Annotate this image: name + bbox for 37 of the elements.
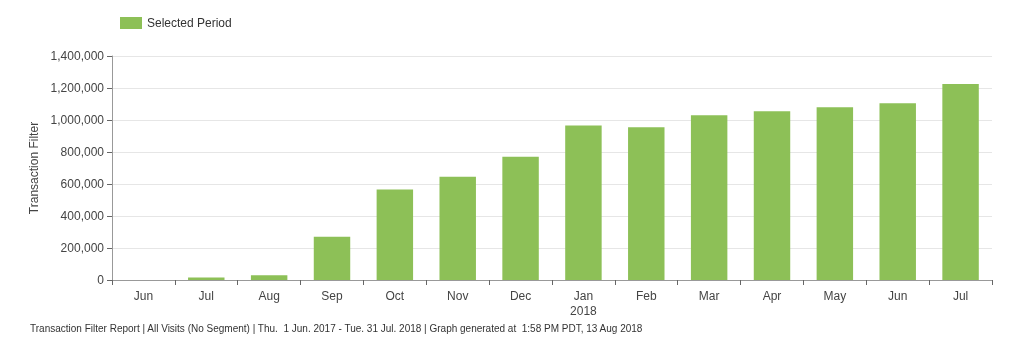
y-tick-label: 0 [97, 273, 105, 287]
y-tick-label: 800,000 [60, 145, 105, 159]
x-tick-label: Oct [385, 288, 405, 303]
x-tick-label: Jan 2018 [570, 288, 598, 318]
x-tick-label: Mar [698, 288, 720, 303]
x-tick-label: Aug [258, 288, 280, 303]
bar [565, 125, 602, 280]
x-tick-label: Jul [198, 288, 214, 303]
bar [628, 127, 665, 280]
x-tick-label: Jun [133, 288, 154, 303]
x-tick-label: Sep [321, 288, 343, 303]
y-axis-title: Transaction Filter [26, 121, 41, 215]
legend-label: Selected Period [147, 16, 232, 30]
x-tick-label: Jun [888, 288, 908, 303]
x-tick-label: May [823, 288, 847, 303]
x-tick-label: Feb [635, 288, 657, 303]
x-tick-label: Jul [952, 288, 969, 303]
bar [753, 111, 791, 280]
y-tick-label: 1,400,000 [50, 49, 105, 63]
y-tick-label: 1,000,000 [50, 113, 105, 127]
y-tick-label: 1,200,000 [50, 81, 105, 95]
bar [250, 275, 288, 280]
bar [376, 189, 414, 280]
bar [879, 103, 916, 280]
text: Transaction Filter Report | All Visits (No Segment) | Thu. 1 Jun. 2017 - Tue. 31 Jul. 2018 | Graph generated at 1:58 PM PDT, 13 Aug 2018 [30, 322, 643, 334]
x-tick-label: Dec [509, 288, 532, 303]
y-tick-label: 600,000 [60, 177, 105, 191]
x-tick-label: Nov [447, 288, 469, 303]
bar [502, 156, 539, 280]
bar [690, 115, 728, 280]
x-tick-label: Apr [762, 288, 782, 303]
y-tick-label: 200,000 [60, 241, 105, 255]
bar [816, 107, 854, 280]
bar [313, 236, 351, 280]
bar [942, 84, 979, 280]
bar [439, 176, 476, 280]
y-tick-label: 400,000 [60, 209, 105, 223]
